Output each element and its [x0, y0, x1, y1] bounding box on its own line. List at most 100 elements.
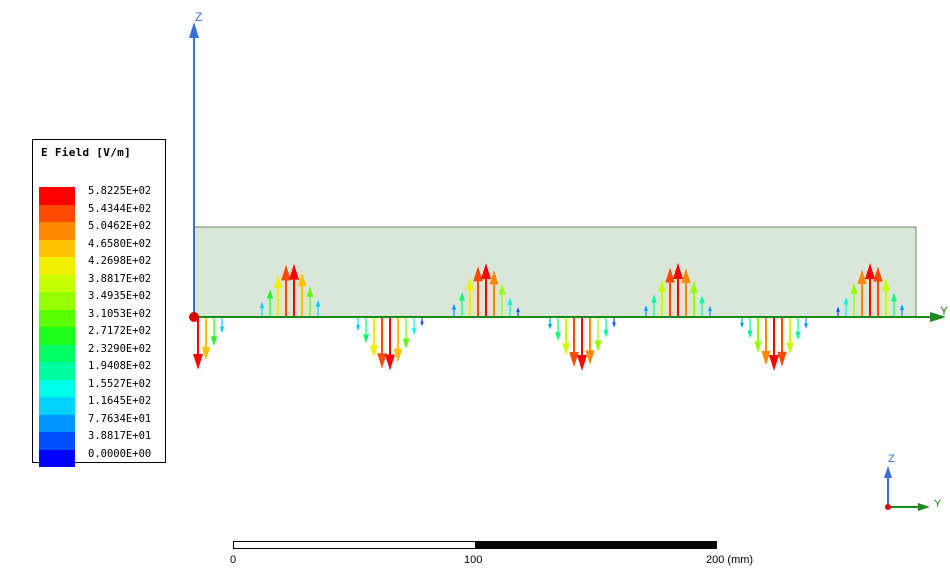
legend-value-label: 2.3290E+02 — [88, 342, 152, 355]
field-vector-head — [594, 340, 602, 352]
legend-swatch — [39, 292, 75, 310]
field-vector-head — [555, 332, 561, 341]
scale-bar-black-segment — [475, 541, 717, 549]
field-vector-head — [786, 342, 794, 355]
field-vector-head — [795, 331, 801, 340]
legend-value-label: 3.8817E+01 — [88, 430, 152, 442]
field-vector-head — [385, 354, 395, 371]
legend-swatch — [39, 362, 75, 380]
field-vector-head — [699, 295, 705, 304]
legend-swatch — [39, 327, 75, 345]
field-vector-head — [843, 296, 849, 305]
legend-value-label: 3.8817E+02 — [88, 272, 152, 285]
field-vector-head — [603, 329, 609, 338]
field-vector-head — [562, 343, 570, 356]
field-vector-head — [459, 291, 465, 301]
field-vector-head — [681, 268, 691, 283]
triad-y-arrowhead — [918, 503, 930, 511]
field-vector-head — [665, 267, 675, 283]
triad-origin — [885, 504, 891, 510]
field-vector-head — [804, 323, 808, 329]
field-vector-head — [777, 351, 787, 367]
legend-swatch — [39, 274, 75, 292]
y-axis-label: Y — [940, 304, 948, 318]
field-vector-head — [411, 328, 417, 336]
y-axis-arrowhead — [930, 312, 946, 322]
orientation-triad: Z Y — [884, 453, 942, 511]
field-vector-head — [865, 263, 875, 280]
field-vector-head — [644, 305, 648, 311]
triad-z-arrowhead — [884, 466, 892, 478]
legend-labels: 5.8225E+02 5.4344E+02 5.0462E+02 4.6580E+02… — [88, 183, 151, 463]
legend-swatch — [39, 309, 75, 327]
field-vector-head — [651, 294, 657, 303]
field-vector-head — [850, 282, 858, 294]
legend-title: E Field [V/m] — [41, 146, 131, 159]
legend-value-label: 5.4344E+02 — [88, 202, 152, 215]
field-vector-head — [690, 280, 698, 293]
legend-value-label: 1.1645E+02 — [88, 395, 152, 407]
field-vector-head — [882, 278, 890, 291]
legend-value-label: 5.8225E+02 — [88, 185, 152, 197]
legend-value-label: 3.1053E+02 — [88, 307, 152, 320]
field-vector-head — [402, 338, 410, 349]
field-vector-head — [673, 263, 683, 280]
scale-bar: 0 100 200 (mm) — [228, 540, 753, 568]
legend-value-label: 5.0462E+02 — [88, 220, 152, 232]
origin-marker — [189, 312, 199, 322]
field-vector-head — [219, 326, 225, 334]
legend-value-label: 4.6580E+02 — [88, 237, 152, 250]
field-vector-head — [507, 297, 513, 305]
field-vector-head — [489, 270, 499, 285]
triad-z-label: Z — [888, 453, 895, 465]
field-vector-head — [481, 263, 491, 280]
field-vector-head — [473, 266, 483, 282]
field-vector-head — [754, 341, 762, 353]
field-vector-head — [201, 347, 211, 361]
field-vector-head — [266, 289, 274, 299]
field-vector-head — [377, 353, 387, 369]
legend-swatch — [39, 204, 75, 222]
legend-value-label: 1.9408E+02 — [88, 360, 152, 372]
field-vector-head — [281, 264, 291, 281]
field-vector-head — [585, 350, 595, 365]
field-vector-head — [516, 307, 520, 313]
field-vector-head — [289, 263, 299, 280]
legend-swatch — [39, 187, 75, 205]
legend-value-label: 2.7172E+02 — [88, 325, 152, 337]
field-vector-head — [355, 325, 361, 332]
field-vector-head — [577, 354, 587, 371]
legend-swatch — [39, 397, 75, 415]
scale-tick-label: 200 (mm) — [706, 554, 754, 566]
legend-value-label: 0.0000E+00 — [88, 447, 152, 460]
field-vector-head — [259, 301, 265, 309]
field-vector-head — [451, 303, 457, 310]
legend-value-label: 7.7634E+01 — [88, 412, 152, 425]
field-vector-head — [498, 283, 506, 295]
z-axis-arrowhead — [189, 22, 199, 38]
field-vector-head — [569, 352, 579, 368]
legend-swatch — [39, 432, 75, 450]
field-vector-head — [210, 336, 218, 347]
field-vector-head — [900, 304, 904, 310]
field-vector-head — [836, 306, 840, 312]
scale-bar-white-segment — [233, 541, 477, 549]
field-vector-head — [708, 305, 712, 312]
field-vector-head — [740, 322, 744, 328]
field-vector-head — [548, 323, 552, 330]
field-vector-head — [306, 286, 314, 297]
field-vector-head — [369, 345, 379, 358]
field-vector-head — [420, 321, 424, 327]
legend-swatch — [39, 222, 75, 240]
field-vector-head — [857, 269, 867, 284]
field-legend[interactable]: E Field [V/m] 5.8225E+02 5.4344E+02 5.0462… — [32, 139, 166, 467]
field-vector-head — [315, 299, 321, 307]
field-vector-head — [873, 266, 883, 282]
field-vector-head — [747, 330, 753, 339]
field-vectors — [193, 263, 904, 371]
field-vector-head — [891, 292, 897, 302]
field-vector-head — [297, 272, 307, 287]
dielectric-plane — [193, 226, 917, 318]
field-vector-head — [466, 277, 474, 290]
